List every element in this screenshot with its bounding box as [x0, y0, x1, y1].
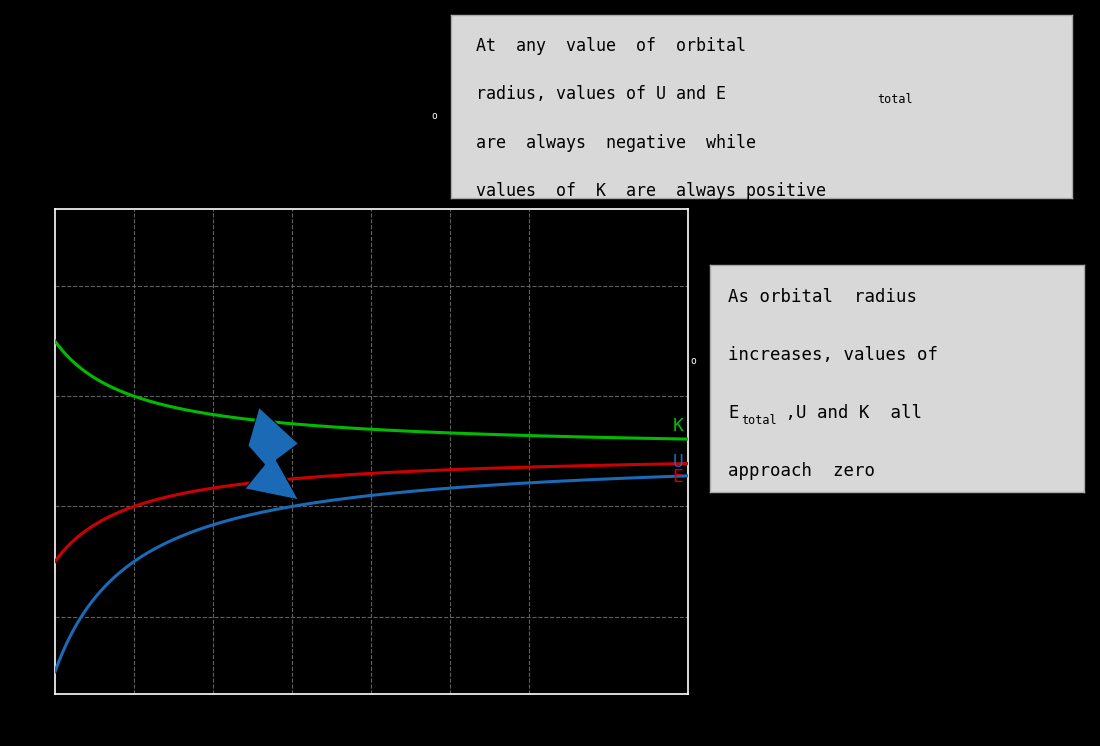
Text: total: total: [741, 414, 777, 427]
Text: At  any  value  of  orbital: At any value of orbital: [476, 37, 746, 55]
Text: E: E: [673, 468, 683, 486]
Text: ,U and K  all: ,U and K all: [774, 404, 922, 421]
Text: K: K: [673, 417, 683, 435]
Text: increases, values of: increases, values of: [728, 345, 938, 363]
Text: o: o: [431, 110, 438, 121]
Text: U: U: [673, 454, 683, 471]
Text: o: o: [690, 356, 696, 366]
Polygon shape: [244, 407, 298, 500]
Text: approach  zero: approach zero: [728, 462, 876, 480]
Text: As orbital  radius: As orbital radius: [728, 287, 917, 306]
Text: radius, values of U and E: radius, values of U and E: [476, 85, 726, 103]
Text: are  always  negative  while: are always negative while: [476, 134, 756, 151]
Text: total: total: [877, 93, 912, 106]
Text: E: E: [728, 404, 739, 421]
Text: values  of  K  are  always positive: values of K are always positive: [476, 182, 826, 200]
